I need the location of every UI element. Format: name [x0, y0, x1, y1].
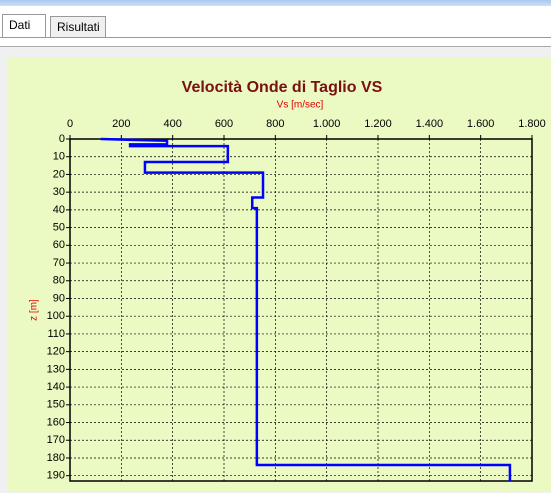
y-tick-label: 110 [47, 328, 65, 340]
y-tick-label: 140 [47, 381, 65, 393]
x-tick-label: 1.400 [416, 118, 444, 130]
y-tick-label: 60 [53, 239, 65, 251]
x-tick-label: 200 [112, 118, 130, 130]
y-tick-label: 180 [47, 452, 65, 464]
y-tick-label: 170 [47, 434, 65, 446]
y-tick-label: 130 [47, 363, 65, 375]
y-tick-label: 40 [53, 204, 65, 216]
title-bar [0, 0, 551, 6]
tab-strip [0, 37, 551, 38]
y-tick-label: 160 [47, 416, 65, 428]
y-axis-label: z [m] [29, 299, 40, 321]
y-tick-label: 80 [53, 275, 65, 287]
y-tick-label: 0 [59, 133, 65, 145]
y-tick-label: 20 [53, 168, 65, 180]
x-tick-label: 600 [215, 118, 233, 130]
plot-border [69, 138, 533, 482]
x-axis-label: Vs [m/sec] [277, 100, 324, 111]
y-tick-label: 10 [53, 151, 65, 163]
x-tick-label: 400 [163, 118, 181, 130]
x-tick-label: 0 [67, 118, 73, 130]
y-tick-label: 120 [47, 346, 65, 358]
chart-title: Velocità Onde di Taglio VS [182, 79, 383, 96]
y-tick-label: 190 [47, 470, 65, 482]
y-tick-label: 30 [53, 186, 65, 198]
x-tick-label: 1.200 [364, 118, 392, 130]
x-tick-label: 800 [266, 118, 284, 130]
y-tick-label: 70 [53, 257, 65, 269]
tab[interactable]: Dati [2, 14, 46, 38]
x-tick-label: 1.600 [467, 118, 495, 130]
y-tick-label: 90 [53, 292, 65, 304]
profile-line [100, 137, 512, 481]
chart-background [8, 57, 551, 492]
y-tick-label: 150 [47, 399, 65, 411]
x-tick-label: 1.800 [518, 118, 546, 130]
x-tick-label: 1.000 [313, 118, 341, 130]
y-tick-label: 50 [53, 222, 65, 234]
tab[interactable]: Risultati [50, 16, 106, 37]
y-tick-label: 100 [47, 310, 65, 322]
